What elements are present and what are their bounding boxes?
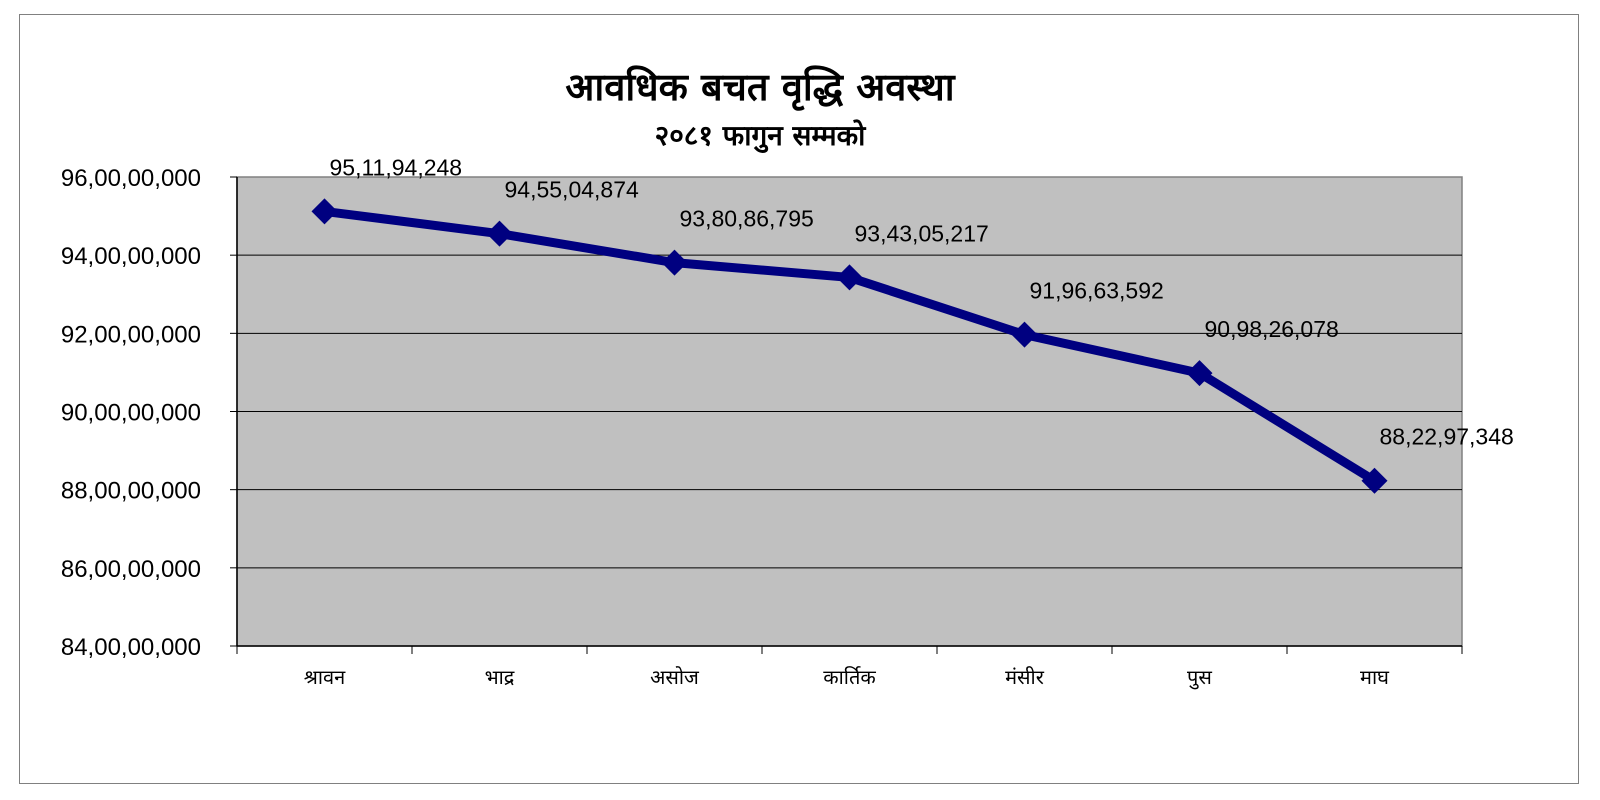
data-label: 88,22,97,348 bbox=[1380, 424, 1514, 450]
chart-title: आवधिक बचत वृद्धि अवस्था bbox=[565, 65, 955, 109]
y-tick-label: 96,00,00,000 bbox=[61, 165, 201, 192]
x-tick-label: असोज bbox=[650, 665, 700, 689]
data-point-marker bbox=[1361, 467, 1388, 494]
y-tick-label: 92,00,00,000 bbox=[61, 321, 201, 348]
data-points bbox=[311, 198, 1388, 494]
data-point-marker bbox=[1011, 321, 1038, 348]
x-tick-label: मंसीर bbox=[1005, 665, 1045, 689]
data-label: 91,96,63,592 bbox=[1030, 278, 1164, 304]
chart-subtitle: २०८१ फागुन सम्मको bbox=[654, 119, 866, 152]
data-point-marker bbox=[486, 220, 513, 247]
y-axis: 84,00,00,000 86,00,00,000 88,00,00,000 90,0… bbox=[61, 165, 238, 661]
data-point-marker bbox=[311, 198, 338, 225]
gridlines bbox=[237, 254, 1462, 569]
data-label: 90,98,26,078 bbox=[1205, 316, 1339, 342]
chart-frame bbox=[19, 14, 1579, 784]
data-point-marker bbox=[836, 264, 863, 291]
y-tick-label: 94,00,00,000 bbox=[61, 243, 201, 270]
data-label: 95,11,94,248 bbox=[330, 154, 463, 180]
data-label: 93,80,86,795 bbox=[680, 206, 814, 232]
data-label: 94,55,04,874 bbox=[505, 177, 640, 203]
x-tick-label: श्रावन bbox=[304, 665, 346, 689]
x-tick-label: माघ bbox=[1360, 665, 1390, 689]
x-tick-label: पुस bbox=[1187, 665, 1212, 690]
y-tick-label: 90,00,00,000 bbox=[61, 400, 201, 427]
y-tick-label: 88,00,00,000 bbox=[61, 478, 201, 505]
x-tick-label: भाद्र bbox=[485, 665, 515, 689]
data-labels: 95,11,94,248 94,55,04,874 93,80,86,795 93,4… bbox=[330, 154, 1514, 449]
x-axis: श्रावन भाद्र असोज कार्तिक मंसीर पुस माघ bbox=[236, 645, 1463, 690]
x-tick-label: कार्तिक bbox=[823, 665, 876, 689]
y-tick-label: 86,00,00,000 bbox=[61, 556, 201, 583]
y-tick-label: 84,00,00,000 bbox=[61, 634, 201, 661]
data-label: 93,43,05,217 bbox=[855, 220, 989, 246]
data-point-marker bbox=[661, 249, 688, 276]
data-point-marker bbox=[1186, 360, 1213, 387]
